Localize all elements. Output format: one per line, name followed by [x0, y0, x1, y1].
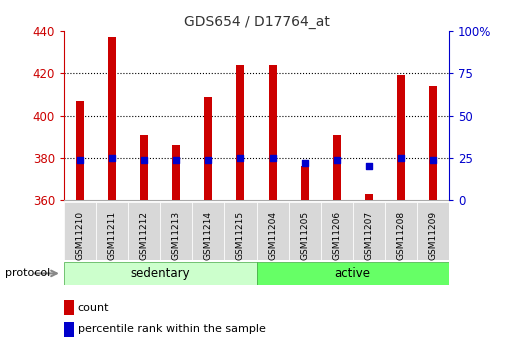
Text: GSM11211: GSM11211 — [108, 210, 117, 260]
Bar — [353, 202, 385, 260]
Point — [204, 157, 212, 162]
Bar — [76, 101, 84, 200]
Text: percentile rank within the sample: percentile rank within the sample — [77, 325, 265, 334]
Bar — [192, 202, 225, 260]
Bar — [64, 202, 96, 260]
Bar — [397, 76, 405, 200]
Bar — [96, 202, 128, 260]
Bar — [140, 135, 148, 200]
Point — [397, 155, 405, 161]
Bar — [64, 300, 74, 315]
Bar — [256, 202, 288, 260]
Bar — [365, 194, 373, 200]
Bar — [332, 135, 341, 200]
Point — [332, 157, 341, 162]
Title: GDS654 / D17764_at: GDS654 / D17764_at — [184, 14, 329, 29]
Bar — [429, 86, 437, 200]
Point — [140, 157, 148, 162]
Point — [268, 155, 277, 161]
Bar — [301, 166, 309, 200]
Bar — [321, 202, 353, 260]
Text: GSM11212: GSM11212 — [140, 210, 149, 260]
Point — [429, 157, 437, 162]
Point — [236, 155, 245, 161]
Text: active: active — [334, 267, 371, 280]
Bar — [236, 65, 245, 200]
Point — [172, 157, 181, 162]
Point — [365, 164, 373, 169]
Text: GSM11207: GSM11207 — [364, 210, 373, 260]
Text: GSM11208: GSM11208 — [396, 210, 405, 260]
Text: GSM11215: GSM11215 — [236, 210, 245, 260]
Text: GSM11214: GSM11214 — [204, 210, 213, 260]
Bar — [268, 65, 277, 200]
Bar — [108, 37, 116, 200]
Bar — [204, 97, 212, 200]
Bar — [225, 202, 256, 260]
Text: GSM11204: GSM11204 — [268, 210, 277, 260]
Bar — [417, 202, 449, 260]
Text: GSM11209: GSM11209 — [428, 210, 438, 260]
Bar — [385, 202, 417, 260]
Text: sedentary: sedentary — [130, 267, 190, 280]
Text: GSM11206: GSM11206 — [332, 210, 341, 260]
Text: GSM11205: GSM11205 — [300, 210, 309, 260]
Bar — [64, 262, 256, 285]
Bar — [160, 202, 192, 260]
Point — [301, 160, 309, 166]
Text: count: count — [77, 303, 109, 313]
Point — [108, 155, 116, 161]
Point — [76, 157, 84, 162]
Bar — [128, 202, 160, 260]
Bar — [256, 262, 449, 285]
Text: GSM11213: GSM11213 — [172, 210, 181, 260]
Text: GSM11210: GSM11210 — [75, 210, 85, 260]
Text: protocol: protocol — [5, 268, 50, 278]
Bar — [172, 145, 181, 200]
Bar — [288, 202, 321, 260]
Bar — [64, 322, 74, 337]
